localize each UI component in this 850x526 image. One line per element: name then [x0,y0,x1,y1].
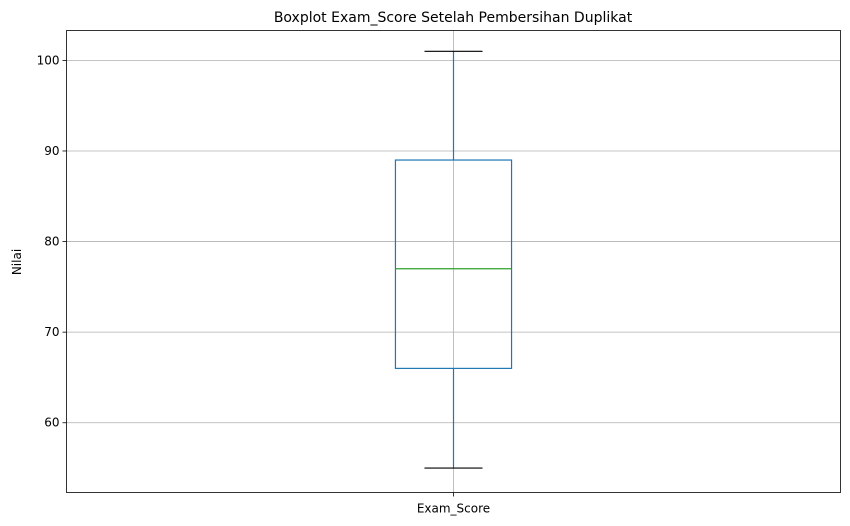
y-tick-label: 70 [44,325,59,339]
tick-layer: 60 70 80 90 100 Exam_Score [37,53,491,515]
y-tick-label: 100 [37,53,60,67]
y-tick-label: 80 [44,235,59,249]
y-axis-label: Nilai [10,249,24,275]
chart-title: Boxplot Exam_Score Setelah Pembersihan D… [274,10,633,26]
y-tick-label: 90 [44,144,59,158]
x-tick-label: Exam_Score [417,502,490,516]
y-tick-label: 60 [44,416,59,430]
iqr-box [394,159,513,369]
box-layer [394,50,513,469]
